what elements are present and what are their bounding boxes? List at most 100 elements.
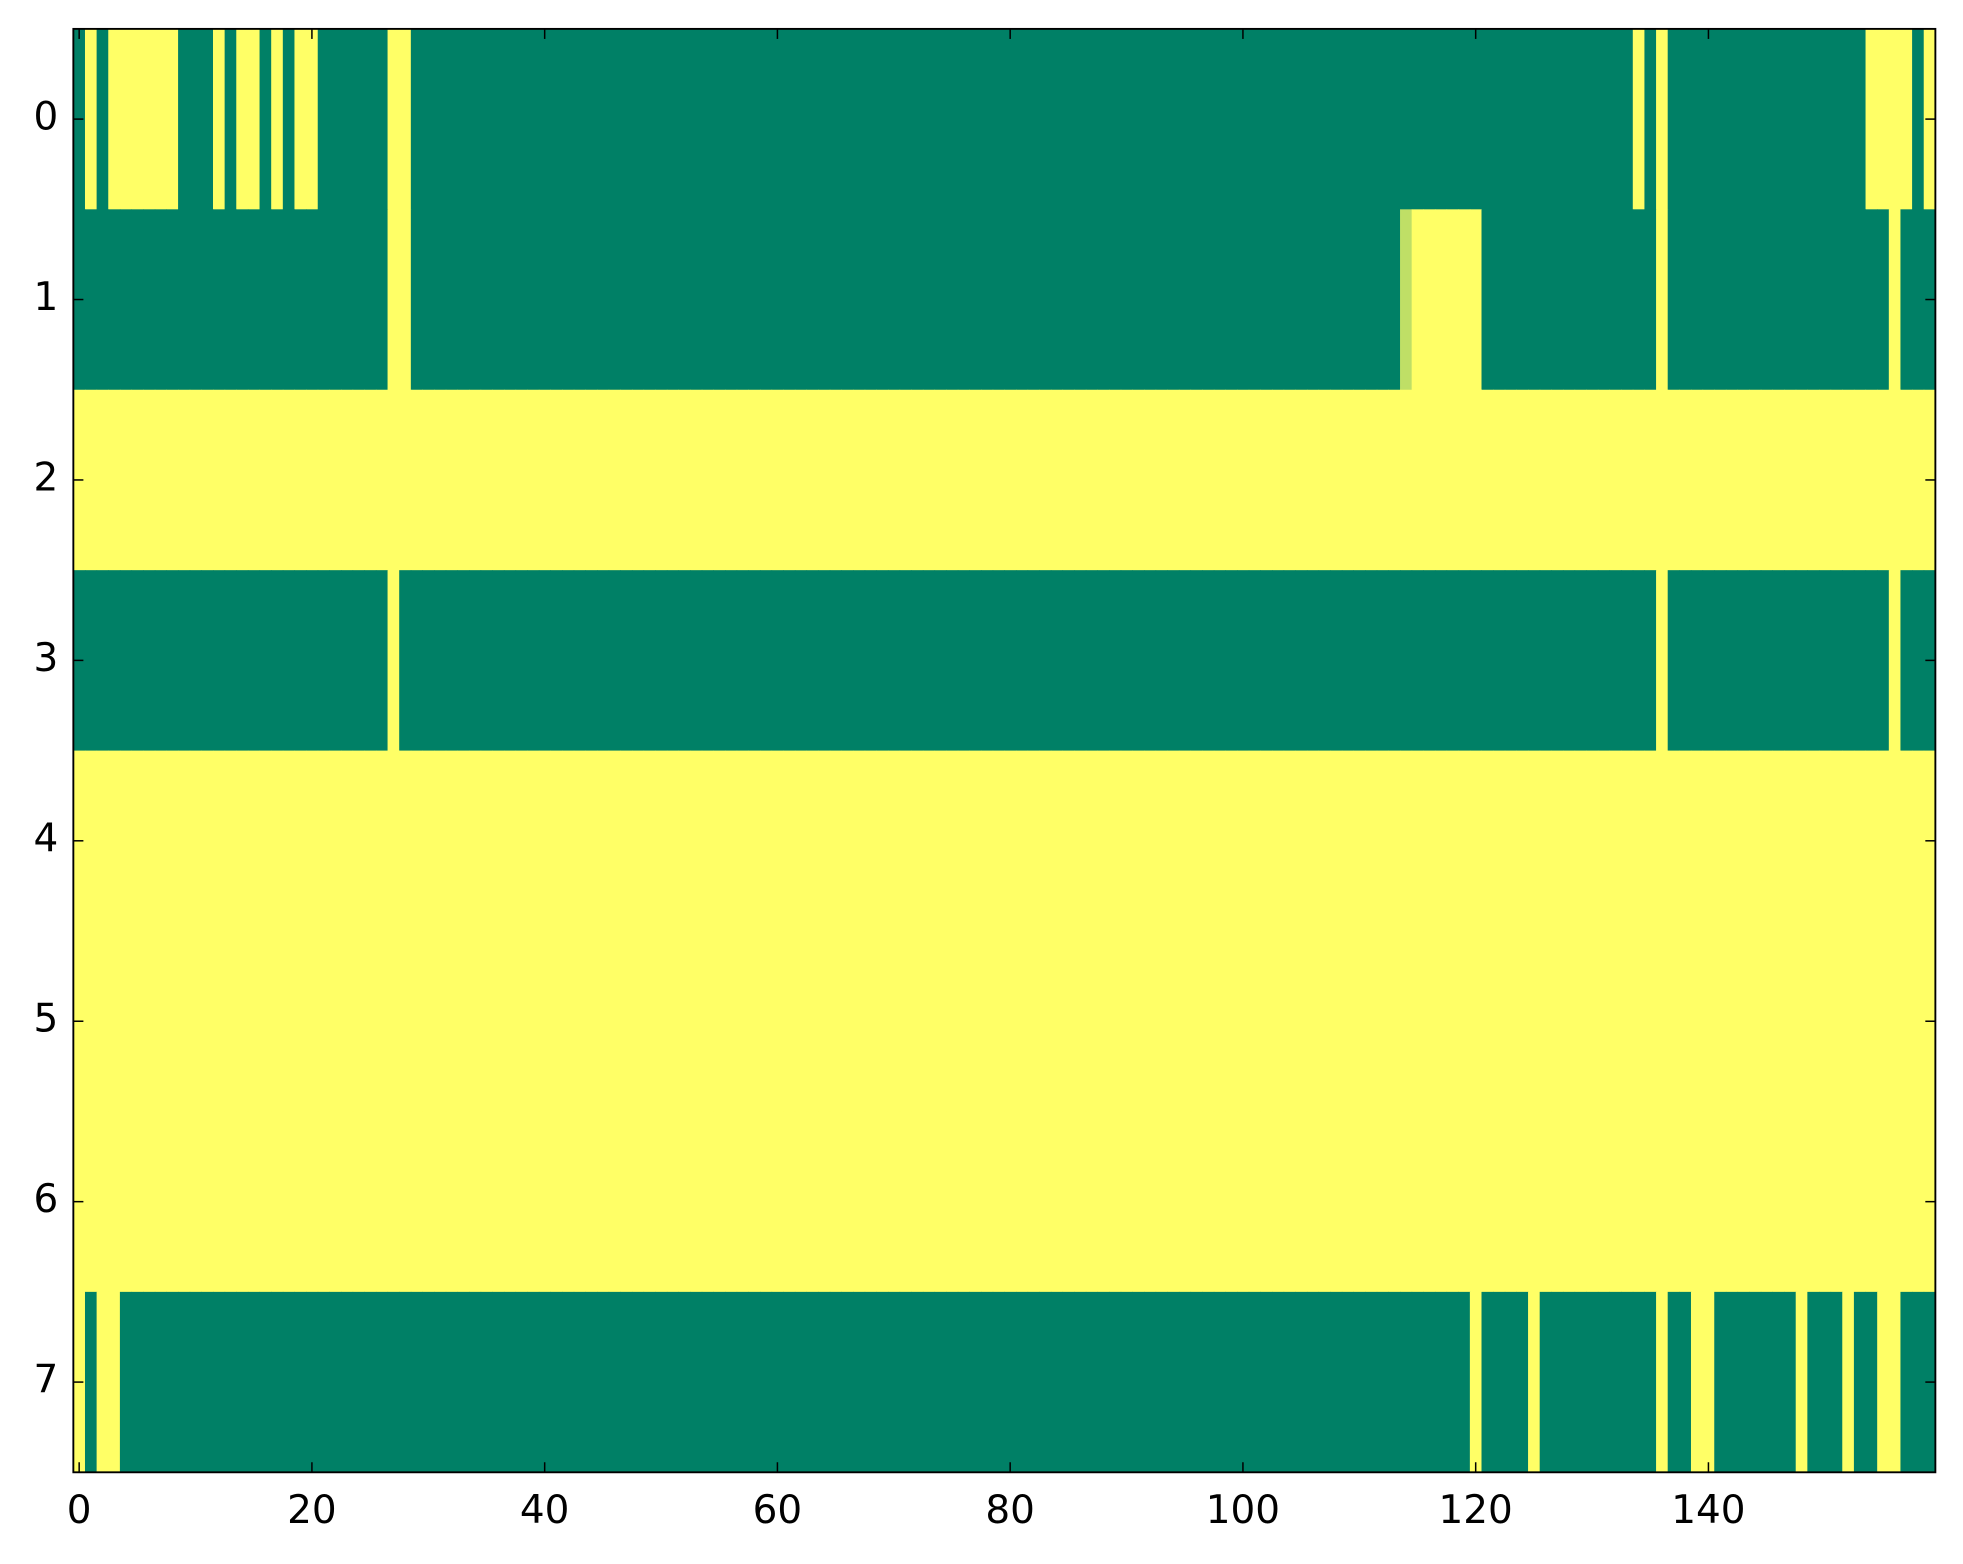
heatmap-cell [364,931,377,1112]
heatmap-cell [1842,28,1855,210]
heatmap-cell [1551,1291,1564,1473]
heatmap-cell [1376,389,1389,571]
heatmap-cell [1469,1291,1483,1473]
heatmap-cell [410,209,423,391]
heatmap-cell [457,28,470,210]
heatmap-cell [911,209,924,391]
heatmap-cell [1295,389,1308,571]
heatmap-cell [748,931,761,1112]
heatmap-cell [131,1111,144,1293]
heatmap-cell [131,28,144,210]
heatmap-cell [992,28,1005,210]
heatmap-cell [1807,570,1820,752]
heatmap-cell [783,389,796,571]
heatmap-cell [1062,1111,1075,1293]
heatmap-cell [178,570,191,752]
heatmap-cell [1772,209,1785,391]
heatmap-cell [1632,389,1645,571]
heatmap-cell [1458,570,1471,752]
heatmap-cell [1085,28,1098,210]
heatmap-cell [329,750,342,932]
heatmap-cell [631,209,645,391]
heatmap-cell [480,931,493,1112]
heatmap-cell [247,750,261,932]
heatmap-cell [96,1111,109,1293]
heatmap-cell [713,1291,726,1473]
heatmap-cell [515,1111,528,1293]
heatmap-cell [178,750,191,932]
heatmap-cell [806,1291,819,1473]
heatmap-cell [469,28,482,210]
heatmap-cell [597,28,610,210]
heatmap-cell [759,931,773,1112]
heatmap-cell [1202,1111,1215,1293]
heatmap-cell [1144,389,1157,571]
heatmap-cell [794,1291,808,1473]
heatmap-cell [957,28,970,210]
heatmap-cell [1167,570,1180,752]
heatmap-cell [1690,1111,1704,1293]
heatmap-cell [84,750,98,932]
heatmap-cell [957,209,970,391]
heatmap-cell [1365,931,1378,1112]
heatmap-cell [1411,1291,1424,1473]
y-tick-label: 0 [34,95,59,140]
heatmap-cell [1388,209,1401,391]
heatmap-cell [1306,1291,1320,1473]
heatmap-cell [1318,1291,1331,1473]
heatmap-cell [1830,750,1843,932]
heatmap-cell [1225,1111,1238,1293]
heatmap-cell [899,570,912,752]
heatmap-cell [1807,931,1820,1112]
heatmap-cell [527,28,540,210]
heatmap-cell [352,28,365,210]
heatmap-cell [1632,750,1645,932]
heatmap-cell [1050,1291,1064,1473]
heatmap-cell [1446,570,1459,752]
heatmap-cell [294,570,307,752]
heatmap-cell [1458,28,1471,210]
heatmap-cell [166,570,179,752]
heatmap-cell [1434,28,1448,210]
heatmap-cell [1877,931,1890,1112]
heatmap-cell [643,389,656,571]
heatmap-cell [1807,1111,1820,1293]
heatmap-cell [457,1111,470,1293]
heatmap-cell [806,931,819,1112]
heatmap-cell [1749,570,1762,752]
heatmap-cell [631,1291,645,1473]
heatmap-cell [1516,570,1529,752]
heatmap-cell [992,750,1005,932]
heatmap-cell [608,750,621,932]
heatmap-cell [1504,570,1517,752]
heatmap-cell [1597,1291,1611,1473]
heatmap-cell [585,931,598,1112]
heatmap-cell [981,209,994,391]
heatmap-cell [1015,570,1029,752]
heatmap-cell [422,389,435,571]
heatmap-cell [1690,931,1704,1112]
heatmap-cell [271,1291,284,1473]
heatmap-cell [1411,931,1424,1112]
heatmap-cell [1772,389,1785,571]
heatmap-cell [259,1111,272,1293]
heatmap-cell [1551,1111,1564,1293]
heatmap-cell [690,931,703,1112]
heatmap-cell [434,750,447,932]
heatmap-cell [1725,570,1739,752]
heatmap-cell [469,209,482,391]
heatmap-cell [771,1291,784,1473]
heatmap-cell [1015,389,1029,571]
heatmap-cell [969,389,982,571]
heatmap-cell [189,750,202,932]
heatmap-cell [922,389,936,571]
heatmap-cell [655,1291,668,1473]
heatmap-cell [1272,1111,1285,1293]
heatmap-cell [922,570,936,752]
heatmap-cell [236,28,249,210]
heatmap-cell [585,389,598,571]
heatmap-cell [143,1291,156,1473]
heatmap-cell [841,750,854,932]
heatmap-cell [1842,1291,1855,1473]
heatmap-cell [1877,750,1890,932]
